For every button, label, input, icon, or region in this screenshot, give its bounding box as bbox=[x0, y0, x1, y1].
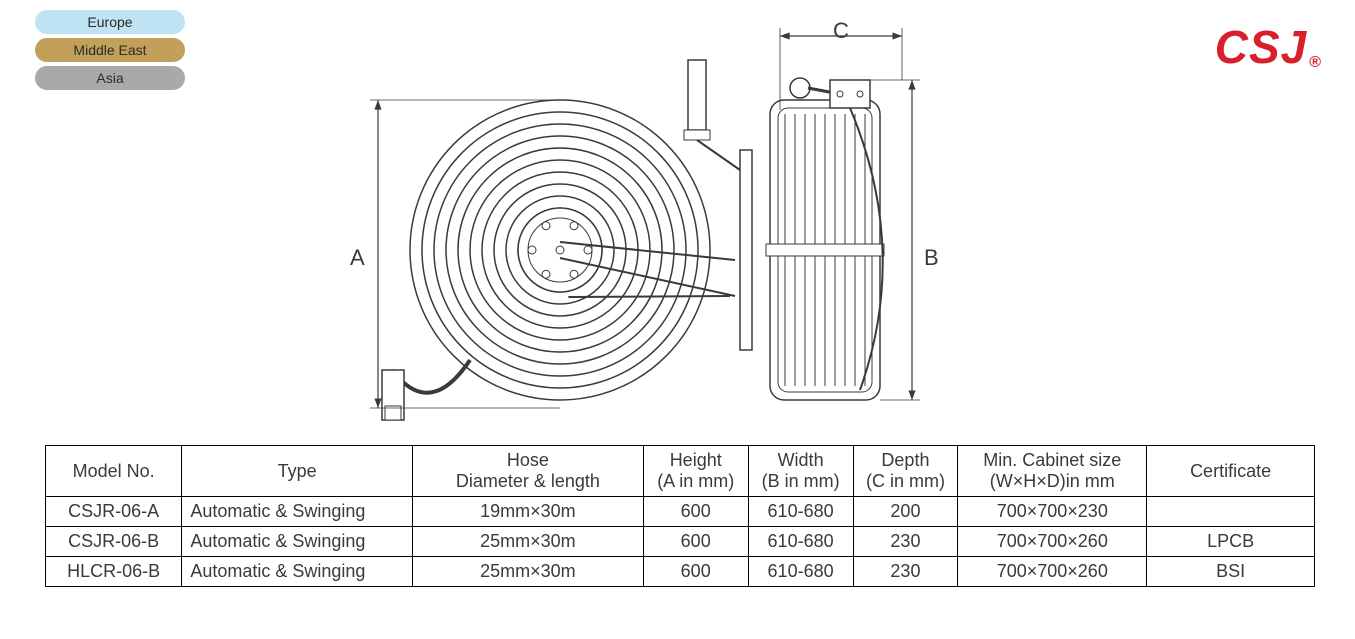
table-header: Height(A in mm) bbox=[643, 446, 748, 497]
table-cell bbox=[1147, 497, 1315, 527]
technical-drawing bbox=[0, 0, 1000, 430]
table-row: HLCR-06-BAutomatic & Swinging25mm×30m600… bbox=[46, 557, 1315, 587]
table-cell: Automatic & Swinging bbox=[182, 557, 413, 587]
table-cell: HLCR-06-B bbox=[46, 557, 182, 587]
table-header: Type bbox=[182, 446, 413, 497]
table-cell: 230 bbox=[853, 527, 958, 557]
logo-registered: ® bbox=[1309, 54, 1322, 71]
table-cell: LPCB bbox=[1147, 527, 1315, 557]
table-header: Width(B in mm) bbox=[748, 446, 853, 497]
table-cell: 610-680 bbox=[748, 497, 853, 527]
table-cell: Automatic & Swinging bbox=[182, 497, 413, 527]
table-cell: 600 bbox=[643, 557, 748, 587]
table-header: Depth(C in mm) bbox=[853, 446, 958, 497]
table-cell: 700×700×230 bbox=[958, 497, 1147, 527]
table-cell: 600 bbox=[643, 497, 748, 527]
table-header: Min. Cabinet size(W×H×D)in mm bbox=[958, 446, 1147, 497]
brand-logo: CSJ® bbox=[1215, 20, 1320, 74]
table-cell: CSJR-06-A bbox=[46, 497, 182, 527]
table-row: CSJR-06-BAutomatic & Swinging25mm×30m600… bbox=[46, 527, 1315, 557]
table-cell: 600 bbox=[643, 527, 748, 557]
table-cell: 25mm×30m bbox=[413, 527, 644, 557]
table-cell: BSI bbox=[1147, 557, 1315, 587]
table-cell: 700×700×260 bbox=[958, 527, 1147, 557]
table-cell: 230 bbox=[853, 557, 958, 587]
spec-table-container: Model No.TypeHoseDiameter & lengthHeight… bbox=[45, 445, 1315, 587]
table-cell: 19mm×30m bbox=[413, 497, 644, 527]
table-cell: 700×700×260 bbox=[958, 557, 1147, 587]
table-cell: CSJR-06-B bbox=[46, 527, 182, 557]
table-header: Certificate bbox=[1147, 446, 1315, 497]
table-cell: 200 bbox=[853, 497, 958, 527]
dim-label-c: C bbox=[833, 18, 849, 44]
dim-label-b: B bbox=[924, 245, 939, 271]
table-cell: 610-680 bbox=[748, 527, 853, 557]
dim-label-a: A bbox=[350, 245, 365, 271]
spec-table: Model No.TypeHoseDiameter & lengthHeight… bbox=[45, 445, 1315, 587]
table-cell: Automatic & Swinging bbox=[182, 527, 413, 557]
table-cell: 610-680 bbox=[748, 557, 853, 587]
table-header: HoseDiameter & length bbox=[413, 446, 644, 497]
table-header: Model No. bbox=[46, 446, 182, 497]
logo-text: CSJ bbox=[1215, 21, 1307, 73]
table-cell: 25mm×30m bbox=[413, 557, 644, 587]
table-row: CSJR-06-AAutomatic & Swinging19mm×30m600… bbox=[46, 497, 1315, 527]
